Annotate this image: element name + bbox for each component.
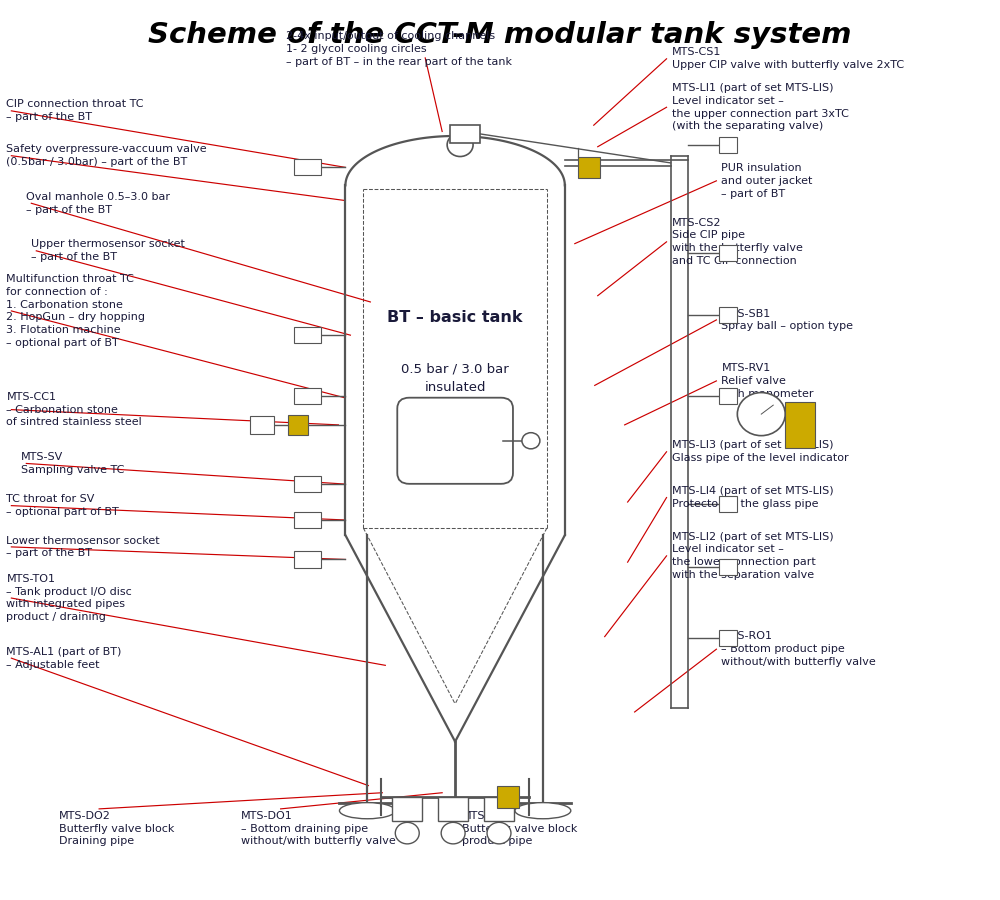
Text: MTS-RV1
Relief valve
with manometer: MTS-RV1 Relief valve with manometer <box>721 363 814 399</box>
Bar <box>288 415 308 435</box>
Text: MTS-CS2
Side CIP pipe
with the butterfly valve
and TC CIP connection: MTS-CS2 Side CIP pipe with the butterfly… <box>672 218 802 266</box>
Text: CIP connection throat TC
– part of the BT: CIP connection throat TC – part of the B… <box>6 100 144 122</box>
Text: MTS-LI3 (part of set MTS-LIS)
Glass pipe of the level indicator: MTS-LI3 (part of set MTS-LIS) Glass pipe… <box>672 440 848 464</box>
Bar <box>719 245 737 261</box>
Circle shape <box>487 823 511 844</box>
Text: MTS-SV
Sampling valve TC: MTS-SV Sampling valve TC <box>21 452 125 475</box>
Text: MTS-AL1 (part of BT)
– Adjustable feet: MTS-AL1 (part of BT) – Adjustable feet <box>6 647 122 670</box>
Circle shape <box>737 392 785 436</box>
Text: MTS-DO1
– Bottom draining pipe
without/with butterfly valve: MTS-DO1 – Bottom draining pipe without/w… <box>241 811 395 846</box>
Text: MTS-SB1
Spray ball – option type: MTS-SB1 Spray ball – option type <box>721 309 853 331</box>
Text: PUR insulation
and outer jacket
– part of BT: PUR insulation and outer jacket – part o… <box>721 163 813 199</box>
Bar <box>719 496 737 512</box>
Bar <box>785 401 815 448</box>
Bar <box>719 559 737 575</box>
Bar <box>392 797 422 821</box>
Text: Safety overpressure-vaccuum valve
(0.5bar / 3.0bar) – part of the BT: Safety overpressure-vaccuum valve (0.5ba… <box>6 144 207 167</box>
Circle shape <box>447 133 473 157</box>
Text: TC throat for SV
– optional part of BT: TC throat for SV – optional part of BT <box>6 494 119 517</box>
Text: MTS-RO1
– Bottom product pipe
without/with butterfly valve: MTS-RO1 – Bottom product pipe without/wi… <box>721 632 876 667</box>
Text: Upper thermosensor socket
– part of the BT: Upper thermosensor socket – part of the … <box>31 239 185 262</box>
Bar <box>294 159 321 176</box>
Bar <box>719 388 737 404</box>
Bar <box>294 388 321 404</box>
FancyBboxPatch shape <box>397 398 513 484</box>
Bar <box>719 630 737 646</box>
Text: MTS-LI4 (part of set MTS-LIS)
Protector of the glass pipe: MTS-LI4 (part of set MTS-LIS) Protector … <box>672 486 833 509</box>
Text: Scheme of the CCT-M modular tank system: Scheme of the CCT-M modular tank system <box>148 21 852 50</box>
Text: MTS-TO1
– Tank product I/O disc
with integrated pipes
product / draining: MTS-TO1 – Tank product I/O disc with int… <box>6 574 132 622</box>
Circle shape <box>522 433 540 449</box>
Text: Lower thermosensor socket
– part of the BT: Lower thermosensor socket – part of the … <box>6 536 160 558</box>
Text: MTS-CC1
– Carbonation stone
of sintred stainless steel: MTS-CC1 – Carbonation stone of sintred s… <box>6 392 142 428</box>
Bar <box>450 125 480 143</box>
Text: MTS-LI1 (part of set MTS-LIS)
Level indicator set –
the upper connection part 3x: MTS-LI1 (part of set MTS-LIS) Level indi… <box>672 83 848 131</box>
Text: MTS-DO2
Butterfly valve block
Draining pipe: MTS-DO2 Butterfly valve block Draining p… <box>59 811 175 846</box>
Text: Multifunction throat TC
for connection of :
1. Carbonation stone
2. HopGun – dry: Multifunction throat TC for connection o… <box>6 274 145 348</box>
Text: BT – basic tank: BT – basic tank <box>387 310 523 325</box>
Text: 2-4x input/output of cooling channels
1- 2 glycol cooling circles
– part of BT –: 2-4x input/output of cooling channels 1-… <box>286 32 512 67</box>
Bar <box>578 157 600 178</box>
Bar <box>719 137 737 153</box>
Bar <box>294 552 321 568</box>
Bar <box>294 327 321 343</box>
Bar <box>250 416 274 434</box>
Text: Oval manhole 0.5–3.0 bar
– part of the BT: Oval manhole 0.5–3.0 bar – part of the B… <box>26 192 170 215</box>
Bar <box>497 787 519 808</box>
Ellipse shape <box>339 803 395 819</box>
Bar <box>294 512 321 528</box>
Text: MTS-RO2
Butterfly valve block
product pipe: MTS-RO2 Butterfly valve block product pi… <box>462 811 577 846</box>
Ellipse shape <box>515 803 571 819</box>
Circle shape <box>395 823 419 844</box>
Bar <box>484 797 514 821</box>
Text: MTS-CS1
Upper CIP valve with butterfly valve 2xTC: MTS-CS1 Upper CIP valve with butterfly v… <box>672 48 904 70</box>
Text: 0.5 bar / 3.0 bar
insulated: 0.5 bar / 3.0 bar insulated <box>401 363 509 393</box>
Circle shape <box>441 823 465 844</box>
Bar <box>294 476 321 492</box>
Bar <box>438 797 468 821</box>
Bar <box>719 307 737 323</box>
Text: MTS-LI2 (part of set MTS-LIS)
Level indicator set –
the lower connection part
wi: MTS-LI2 (part of set MTS-LIS) Level indi… <box>672 532 833 580</box>
